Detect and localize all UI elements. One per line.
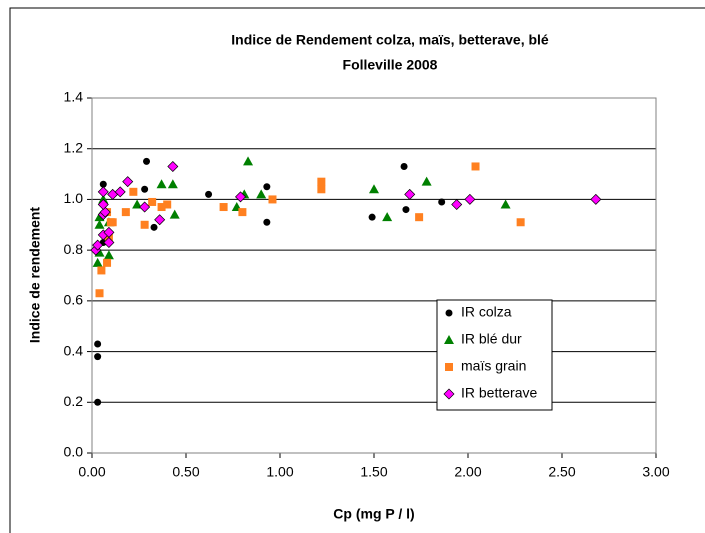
data-point <box>92 257 103 267</box>
data-point <box>317 185 326 194</box>
data-point <box>205 190 213 198</box>
x-tick-label: 0.00 <box>78 464 105 480</box>
chart-subtitle: Folleville 2008 <box>343 57 438 73</box>
data-point <box>103 250 114 260</box>
data-point <box>108 218 117 227</box>
data-point <box>129 187 138 196</box>
data-point <box>94 398 102 406</box>
legend-box <box>436 299 553 411</box>
y-axis-title: Indice de rendement <box>27 207 43 343</box>
legend-label: maïs grain <box>461 358 526 374</box>
data-point <box>141 185 149 193</box>
data-point <box>169 209 180 219</box>
data-point <box>150 223 158 231</box>
data-point <box>263 218 271 226</box>
data-point <box>94 353 102 361</box>
data-point <box>94 212 105 222</box>
data-point <box>263 183 271 191</box>
y-tick-label: 0.6 <box>64 292 84 308</box>
data-point <box>99 206 111 218</box>
y-tick-label: 0.4 <box>64 342 84 358</box>
x-tick-label: 2.00 <box>454 464 481 480</box>
data-point <box>97 186 109 198</box>
legend-label: IR blé dur <box>461 331 522 347</box>
legend-marker <box>443 388 455 400</box>
data-point <box>154 214 166 226</box>
data-point <box>97 266 106 275</box>
data-point <box>94 340 102 348</box>
data-point <box>94 219 105 229</box>
x-tick-label: 1.00 <box>266 464 293 480</box>
x-axis-title: Cp (mg P / l) <box>333 506 414 522</box>
data-point <box>415 213 424 222</box>
data-point <box>148 197 157 206</box>
data-point <box>167 160 179 172</box>
data-point <box>114 186 126 198</box>
data-point <box>132 199 143 209</box>
data-point <box>421 176 432 186</box>
chart-frame <box>9 7 705 533</box>
data-point <box>438 198 446 206</box>
data-point <box>382 212 393 222</box>
y-tick-label: 0.0 <box>64 444 84 460</box>
data-point <box>163 200 172 209</box>
data-point <box>590 193 602 205</box>
data-point <box>400 162 408 170</box>
data-point <box>156 179 167 189</box>
y-tick-label: 0.2 <box>64 393 84 409</box>
data-point <box>256 189 267 199</box>
legend-marker <box>445 309 453 317</box>
data-point <box>121 208 130 217</box>
data-point <box>369 184 379 194</box>
data-point <box>103 237 115 249</box>
data-point <box>516 218 525 227</box>
legend-label: IR betterave <box>461 385 537 401</box>
data-point <box>317 177 326 186</box>
data-point <box>471 162 480 171</box>
data-point <box>402 206 410 214</box>
data-point <box>99 180 107 188</box>
legend-label: IR colza <box>461 304 512 320</box>
y-tick-label: 1.0 <box>64 190 84 206</box>
data-point <box>404 188 416 200</box>
data-point <box>451 199 463 210</box>
y-tick-label: 0.8 <box>64 241 84 257</box>
data-point <box>95 289 104 298</box>
data-point <box>103 258 112 267</box>
data-point <box>167 179 178 189</box>
data-point <box>139 201 151 213</box>
data-point <box>268 195 277 204</box>
data-point <box>500 199 511 209</box>
x-tick-label: 1.50 <box>360 464 387 480</box>
data-point <box>94 247 105 257</box>
data-point <box>464 193 476 205</box>
legend-marker <box>445 363 453 371</box>
data-point <box>140 220 149 229</box>
data-point <box>92 239 104 251</box>
data-point <box>122 176 134 188</box>
y-tick-label: 1.2 <box>64 139 84 155</box>
data-point <box>238 208 247 217</box>
data-point <box>235 191 247 203</box>
data-point <box>143 157 151 165</box>
x-tick-label: 3.00 <box>642 464 669 480</box>
data-point <box>97 199 109 210</box>
data-point <box>157 203 166 212</box>
x-tick-label: 2.50 <box>548 464 575 480</box>
data-point <box>243 156 254 166</box>
data-point <box>98 194 109 204</box>
y-tick-label: 1.4 <box>64 89 84 105</box>
plot-area <box>91 97 657 454</box>
chart-title: Indice de Rendement colza, maïs, bettera… <box>231 32 549 48</box>
legend-marker <box>444 335 454 344</box>
x-tick-label: 0.50 <box>172 464 199 480</box>
data-point <box>368 213 376 221</box>
data-point <box>219 203 228 212</box>
